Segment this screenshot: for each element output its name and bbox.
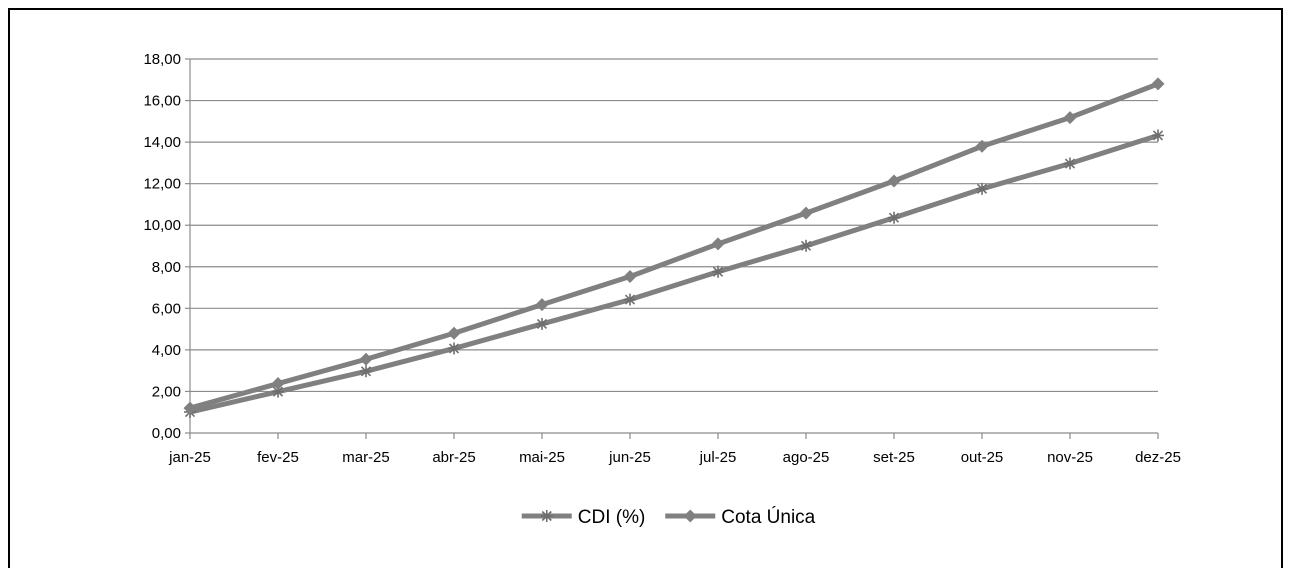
series-0-point — [272, 385, 284, 398]
legend-marker-0 — [540, 510, 553, 522]
y-tick-label: 2,00 — [152, 383, 181, 400]
series-0-point — [624, 293, 636, 306]
x-tick-label: jun-25 — [608, 449, 651, 466]
x-tick-label: set-25 — [873, 449, 915, 466]
y-tick-label: 14,00 — [143, 134, 181, 151]
y-tick-label: 8,00 — [152, 259, 181, 276]
x-tick-label: jan-25 — [168, 449, 211, 466]
gridlines — [190, 58, 1158, 393]
legend-marker-1 — [683, 509, 697, 523]
series-1-point — [535, 298, 549, 312]
chart-frame: 0,00 2,00 4,00 6,00 8,00 10,00 12,00 14,00 16,00… — [8, 8, 1283, 568]
series-1-point — [183, 401, 197, 415]
series — [183, 77, 1165, 419]
y-tick-label: 18,00 — [143, 51, 181, 68]
x-tick-label: nov-25 — [1047, 449, 1093, 466]
series-1-point — [623, 270, 637, 284]
series-1-point — [887, 174, 901, 188]
x-tick-label: ago-25 — [783, 449, 830, 466]
series-1-point — [799, 206, 813, 220]
series-1-point — [1151, 77, 1165, 91]
series-0-point — [448, 342, 460, 355]
y-tick-label: 4,00 — [152, 342, 181, 359]
y-tick-label: 12,00 — [143, 176, 181, 193]
x-tick-label: jul-25 — [699, 449, 737, 466]
series-0-point — [888, 211, 900, 224]
y-tick-label: 0,00 — [152, 425, 181, 442]
x-tick-label: fev-25 — [257, 449, 299, 466]
x-tick-label: out-25 — [961, 449, 1004, 466]
series-0-point — [536, 317, 548, 330]
x-tick-label: dez-25 — [1135, 449, 1181, 466]
series-1-point — [359, 352, 373, 366]
x-tick-label: abr-25 — [432, 449, 475, 466]
series-1-point — [1063, 111, 1077, 125]
series-1-point — [975, 139, 989, 153]
x-tick-label: mai-25 — [519, 449, 565, 466]
x-tick-label: mar-25 — [342, 449, 390, 466]
series-line-0 — [189, 133, 1159, 415]
series-0-point — [1152, 129, 1164, 142]
line-chart: 0,00 2,00 4,00 6,00 8,00 10,00 12,00 14,00 16,00… — [143, 51, 1181, 528]
series-0-point — [976, 182, 988, 195]
series-0-point — [712, 265, 724, 278]
legend-label-0: CDI (%) — [578, 507, 646, 528]
series-0-point — [360, 365, 372, 378]
y-tick-label: 6,00 — [152, 300, 181, 317]
series-1-point — [447, 326, 461, 340]
x-axis-tick-labels: jan-25 fev-25 mar-25 abr-25 mai-25 jun-25 jul-… — [168, 449, 1181, 466]
y-tick-label: 10,00 — [143, 217, 181, 234]
series-line-1 — [189, 81, 1159, 411]
series-0-point — [1064, 157, 1076, 170]
legend-label-1: Cota Única — [721, 506, 815, 528]
series-0-point — [800, 239, 812, 252]
y-tick-label: 16,00 — [143, 93, 181, 110]
series-1-point — [711, 237, 725, 251]
legend: CDI (%) Cota Única — [521, 506, 816, 528]
y-axis-tick-labels: 0,00 2,00 4,00 6,00 8,00 10,00 12,00 14,00 16,00… — [143, 51, 181, 442]
axes — [185, 58, 1159, 439]
series-1-point — [271, 377, 285, 391]
